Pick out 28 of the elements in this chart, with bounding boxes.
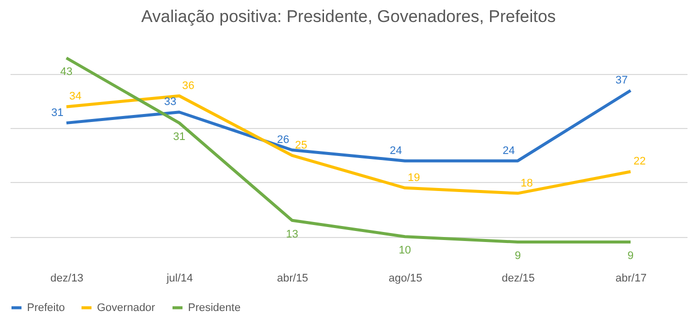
data-label: 9: [628, 250, 634, 262]
legend-label: Governador: [97, 302, 156, 314]
data-label: 24: [390, 144, 402, 157]
data-label: 22: [633, 156, 646, 168]
x-tick-label: ago/15: [388, 272, 422, 284]
data-label: 34: [69, 90, 82, 103]
data-label: 9: [514, 250, 521, 262]
data-label: 25: [294, 139, 308, 152]
data-label: 37: [615, 74, 628, 86]
chart-title: Avaliação positiva: Presidente, Govenadores, Prefeitos: [141, 7, 556, 26]
x-tick-label: dez/13: [50, 272, 84, 284]
data-label: 31: [51, 106, 64, 119]
legend-label: Prefeito: [27, 302, 65, 314]
data-label: 18: [520, 177, 533, 190]
data-label: 43: [60, 66, 73, 78]
x-tick-label: abr/15: [276, 272, 308, 284]
data-label: 24: [502, 144, 515, 157]
data-label: 19: [408, 172, 420, 184]
data-label: 36: [182, 80, 194, 92]
x-tick-label: abr/17: [615, 272, 647, 284]
data-label: 31: [173, 130, 186, 143]
legend-label: Presidente: [188, 302, 241, 314]
x-tick-label: jul/14: [166, 272, 193, 284]
x-tick-label: dez/15: [502, 272, 535, 284]
data-label: 33: [164, 96, 176, 108]
data-label: 10: [398, 244, 412, 257]
data-label: 26: [276, 134, 290, 146]
data-label: 13: [286, 228, 298, 240]
